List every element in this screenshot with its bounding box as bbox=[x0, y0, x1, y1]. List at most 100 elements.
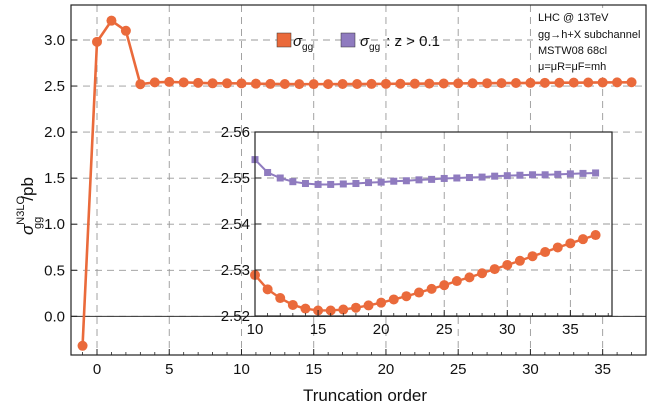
data-point-gg-cut bbox=[377, 178, 385, 186]
inset-data-point-gg bbox=[590, 230, 601, 241]
main-x-tick-label: 30 bbox=[522, 361, 539, 378]
data-point-gg bbox=[120, 25, 131, 36]
data-point-gg-cut bbox=[339, 180, 347, 188]
inset-data-point-gg bbox=[565, 238, 576, 249]
main-axis-ticks: 0 5 10 15 20 25 30 35 0.0 0.5 1.0 1.5 2.0 2.5 3.0 bbox=[44, 32, 632, 378]
main-x-tick-label: 5 bbox=[165, 361, 173, 378]
inset-data-point-gg bbox=[275, 293, 286, 304]
legend-label-gg: σgg bbox=[293, 33, 313, 53]
inset-data-point-gg bbox=[514, 255, 525, 266]
main-x-tick-label: 25 bbox=[450, 361, 467, 378]
inset-data-point-gg bbox=[338, 304, 349, 315]
data-point-gg bbox=[597, 77, 608, 88]
data-point-gg bbox=[178, 77, 189, 88]
data-point-gg bbox=[482, 78, 493, 89]
inset-data-point-gg bbox=[502, 259, 513, 270]
inset-data-point-gg bbox=[350, 302, 361, 313]
data-point-gg bbox=[279, 79, 290, 90]
annotation-line-4: μ=μR=μF=mh bbox=[538, 61, 606, 73]
main-y-tick-label: 2.0 bbox=[44, 124, 65, 141]
main-y-tick-label: 1.0 bbox=[44, 216, 65, 233]
main-y-tick-label: 3.0 bbox=[44, 32, 65, 49]
data-point-gg bbox=[236, 78, 247, 89]
data-point-gg-cut bbox=[503, 172, 511, 180]
y-axis-title-sigma: σ bbox=[18, 224, 37, 235]
data-point-gg-cut bbox=[453, 174, 461, 182]
data-point-gg-cut bbox=[276, 174, 284, 182]
data-point-gg-cut bbox=[579, 169, 587, 177]
inset-data-point-gg bbox=[401, 291, 412, 302]
data-point-gg bbox=[164, 76, 175, 87]
data-point-gg bbox=[612, 77, 623, 88]
data-point-gg bbox=[308, 79, 319, 90]
inset-y-tick-label: 2.52 bbox=[221, 308, 250, 325]
main-y-tick-label: 0.5 bbox=[44, 262, 65, 279]
y-axis-title-super: N3LO bbox=[15, 196, 27, 225]
inset-y-tick-label: 2.54 bbox=[221, 216, 250, 233]
main-plot-frame bbox=[70, 4, 647, 356]
data-point-gg-cut bbox=[301, 180, 309, 188]
data-point-gg bbox=[193, 77, 204, 88]
data-point-gg bbox=[539, 77, 550, 88]
data-point-gg-cut bbox=[478, 173, 486, 181]
inset-data-point-gg bbox=[451, 276, 462, 287]
data-point-gg bbox=[496, 78, 507, 89]
legend-label-gg-cut: σgg: z > 0.1 bbox=[360, 33, 440, 53]
data-point-gg bbox=[525, 77, 536, 88]
inset-data-point-gg bbox=[262, 284, 273, 295]
inset-data-point-gg bbox=[527, 251, 538, 262]
data-point-gg-cut bbox=[314, 180, 322, 188]
main-x-tick-label: 20 bbox=[378, 361, 395, 378]
main-x-tick-label: 15 bbox=[305, 361, 322, 378]
data-point-gg-cut bbox=[529, 171, 537, 179]
data-point-gg-cut bbox=[365, 179, 373, 187]
data-point-gg bbox=[626, 77, 637, 88]
data-point-gg bbox=[135, 79, 146, 90]
inset-data-point-gg bbox=[287, 299, 298, 310]
data-point-gg-cut bbox=[264, 168, 272, 176]
annotation-box: LHC @ 13TeV gg→h+X subchannel MSTW08 68c… bbox=[533, 8, 643, 76]
data-point-gg bbox=[453, 78, 464, 89]
inset-data-point-gg bbox=[388, 294, 399, 305]
main-x-tick-label: 35 bbox=[594, 361, 611, 378]
inset-x-tick-label: 10 bbox=[247, 321, 264, 338]
data-point-gg-cut bbox=[327, 180, 335, 188]
inset-axis-ticks: 10 15 20 25 30 35 2.52 2.53 2.54 2.55 2.56 bbox=[221, 124, 609, 338]
data-point-gg-cut bbox=[516, 171, 524, 179]
data-point-gg-cut bbox=[440, 174, 448, 182]
inset-data-point-gg bbox=[363, 300, 374, 311]
data-point-gg-cut bbox=[566, 170, 574, 178]
data-point-gg bbox=[337, 79, 348, 90]
data-point-gg bbox=[467, 78, 478, 89]
inset-data-point-gg bbox=[300, 303, 311, 314]
data-point-gg bbox=[568, 77, 579, 88]
data-point-gg bbox=[395, 78, 406, 89]
data-point-gg bbox=[510, 78, 521, 89]
main-y-tick-label: 1.5 bbox=[44, 170, 65, 187]
data-point-gg bbox=[294, 79, 305, 90]
main-y-tick-label: 0.0 bbox=[44, 308, 65, 325]
data-point-gg bbox=[583, 77, 594, 88]
data-point-gg bbox=[77, 340, 88, 351]
data-point-gg-cut bbox=[554, 170, 562, 178]
inset-y-tick-label: 2.53 bbox=[221, 262, 250, 279]
x-axis-title: Truncation order bbox=[303, 386, 427, 405]
y-axis-title: σN3LO gg/pb bbox=[15, 177, 44, 235]
inset-y-tick-label: 2.56 bbox=[221, 124, 250, 141]
legend-swatch-gg-cut bbox=[340, 32, 356, 48]
y-axis-title-sub: gg bbox=[32, 217, 44, 229]
inset-x-tick-label: 20 bbox=[373, 321, 390, 338]
main-x-tick-label: 0 bbox=[93, 361, 101, 378]
data-point-gg bbox=[207, 78, 218, 89]
inset-grid bbox=[255, 132, 612, 316]
data-point-gg bbox=[222, 78, 233, 89]
inset-data-point-gg bbox=[540, 247, 551, 258]
data-point-gg-cut bbox=[428, 175, 436, 183]
data-point-gg-cut bbox=[390, 177, 398, 185]
series-line-gg-cut bbox=[254, 158, 596, 186]
data-point-gg-cut bbox=[465, 174, 473, 182]
data-point-gg bbox=[409, 78, 420, 89]
main-y-tick-label: 2.5 bbox=[44, 78, 65, 95]
